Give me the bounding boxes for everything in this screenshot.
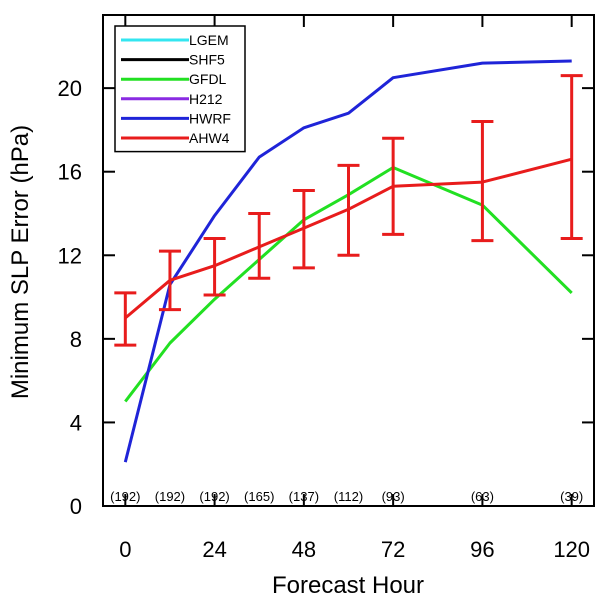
plot-frame — [102, 14, 595, 507]
y-tick-label: 12 — [58, 243, 82, 268]
legend-item-gfdl: GFDL — [121, 71, 227, 87]
y-tick-label: 20 — [58, 76, 82, 101]
svg-text:GFDL: GFDL — [189, 71, 227, 87]
error-bar-ahw4 — [471, 120, 494, 243]
x-tick-label: 120 — [553, 537, 590, 562]
error-bar-ahw4 — [203, 237, 226, 297]
error-bar-ahw4 — [382, 136, 405, 236]
error-bar-ahw4 — [560, 74, 583, 241]
legend-box — [114, 25, 246, 153]
sample-count-label: (192) — [155, 489, 185, 504]
legend-item-ahw4: AHW4 — [121, 130, 230, 146]
x-tick-label: 24 — [202, 537, 226, 562]
svg-text:LGEM: LGEM — [189, 32, 229, 48]
error-bar-ahw4 — [337, 163, 360, 257]
x-tick-label: 48 — [292, 537, 316, 562]
svg-text:SHF5: SHF5 — [189, 52, 225, 68]
legend-item-hwrf: HWRF — [121, 110, 231, 126]
x-tick-label: 0 — [119, 537, 131, 562]
error-bar-ahw4 — [248, 211, 271, 280]
y-tick-label: 0 — [70, 494, 82, 519]
legend-item-h212: H212 — [121, 91, 223, 107]
error-bar-ahw4 — [114, 291, 137, 347]
legend-item-shf5: SHF5 — [121, 52, 225, 68]
svg-text:AHW4: AHW4 — [189, 130, 230, 146]
y-tick-label: 4 — [70, 410, 82, 435]
sample-count-label: (165) — [244, 489, 274, 504]
series-line-hwrf — [123, 59, 572, 463]
legend: LGEM SHF5 GFDL H212 HWRF AHW4 — [114, 25, 246, 153]
legend-item-lgem: LGEM — [121, 32, 229, 48]
x-axis-title: Forecast Hour — [272, 572, 424, 599]
count-labels: (192)(192)(192)(165)(137)(112)(93)(63)(3… — [110, 489, 583, 504]
svg-text:HWRF: HWRF — [189, 110, 231, 126]
svg-text:H212: H212 — [189, 91, 223, 107]
error-bar-ahw4 — [292, 189, 315, 270]
y-tick-label: 16 — [58, 160, 82, 185]
y-axis-title: Minimum SLP Error (hPa) — [7, 125, 34, 399]
y-tick-label: 8 — [70, 327, 82, 352]
error-bars — [114, 74, 583, 347]
error-bar-ahw4 — [158, 249, 181, 312]
x-tick-label: 72 — [381, 537, 405, 562]
sample-count-label: (112) — [334, 489, 363, 504]
x-tick-label: 96 — [470, 537, 494, 562]
